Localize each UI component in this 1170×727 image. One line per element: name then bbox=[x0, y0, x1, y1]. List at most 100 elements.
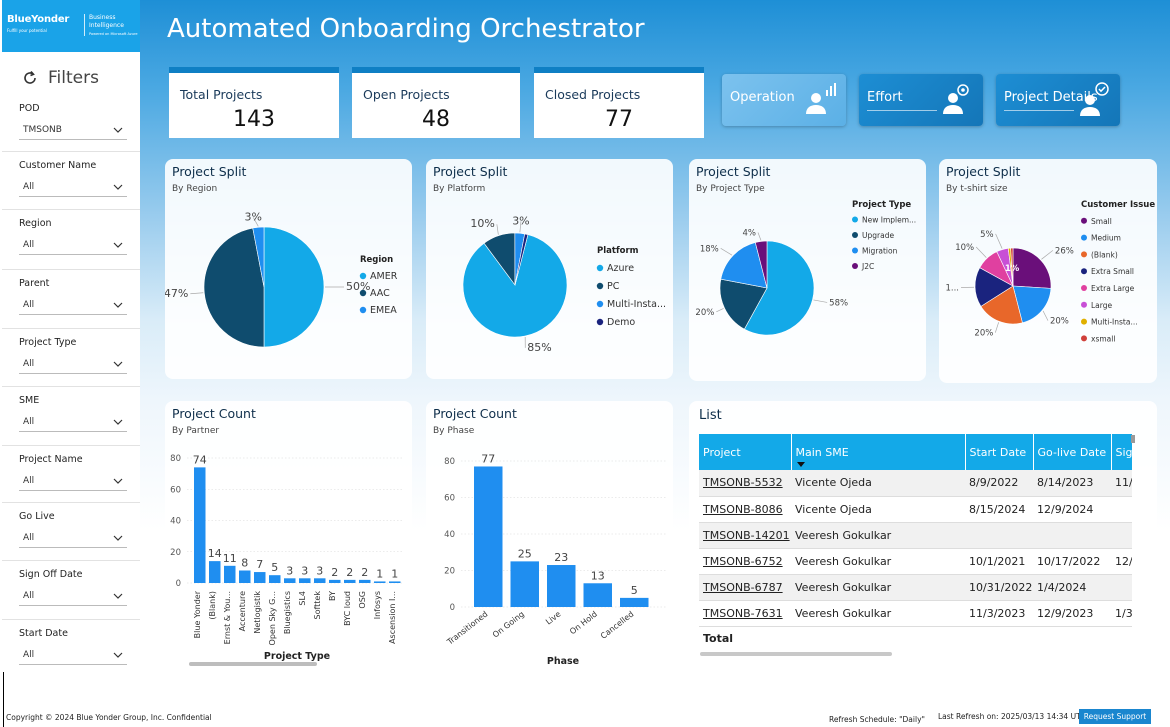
project-link[interactable]: TMSONB-6752 bbox=[699, 548, 791, 575]
bar[interactable] bbox=[284, 578, 296, 583]
filter-dropdown[interactable]: TMSONB bbox=[19, 122, 127, 140]
project-link[interactable]: TMSONB-6787 bbox=[699, 574, 791, 601]
filter-value: TMSONB bbox=[23, 125, 62, 135]
legend-title: Region bbox=[360, 255, 393, 265]
pie-slice[interactable] bbox=[1012, 247, 1052, 289]
column-header[interactable]: Go-live Date bbox=[1033, 434, 1112, 470]
pie-slice[interactable] bbox=[1010, 247, 1014, 287]
bar[interactable] bbox=[194, 467, 206, 583]
y-tick-label: 40 bbox=[170, 517, 181, 527]
bar[interactable] bbox=[299, 578, 311, 583]
data-label: 25 bbox=[518, 547, 532, 560]
chart-title: Project Count bbox=[433, 406, 517, 421]
legend-item: Extra Small bbox=[1091, 267, 1134, 276]
bar[interactable] bbox=[329, 579, 341, 583]
pie-slice[interactable] bbox=[719, 278, 768, 330]
legend-item: Migration bbox=[862, 247, 898, 256]
filter-start-date: Start Date All bbox=[19, 628, 127, 665]
legend-item: (Blank) bbox=[1091, 250, 1118, 259]
column-header[interactable]: Start Date bbox=[965, 434, 1034, 470]
bar[interactable] bbox=[344, 579, 356, 583]
bar[interactable] bbox=[254, 572, 266, 583]
logo-product: Business Intelligence bbox=[89, 14, 124, 30]
project-details-button[interactable]: Project Details bbox=[996, 74, 1120, 126]
project-link[interactable]: TMSONB-7631 bbox=[699, 600, 791, 627]
filter-dropdown[interactable]: All bbox=[19, 647, 127, 665]
table-row[interactable]: TMSONB-5532 Vicente Ojeda 8/9/2022 8/14/202… bbox=[699, 470, 1132, 497]
label-leader bbox=[1041, 250, 1054, 260]
bar[interactable] bbox=[547, 565, 576, 607]
filter-dropdown[interactable]: All bbox=[19, 530, 127, 548]
filter-dropdown[interactable]: All bbox=[19, 237, 127, 255]
bar[interactable] bbox=[314, 578, 326, 583]
bar[interactable] bbox=[359, 579, 371, 583]
bar-chart-phase: 0 20 40 60 80 77 Transitioned 25 On Going 23 Live 1… bbox=[444, 452, 666, 667]
pie-slice[interactable] bbox=[743, 240, 815, 336]
filter-dropdown[interactable]: All bbox=[19, 179, 127, 197]
chevron-down-icon bbox=[113, 419, 123, 425]
bar[interactable] bbox=[474, 466, 503, 607]
refresh-icon[interactable] bbox=[22, 70, 38, 86]
table-row[interactable]: TMSONB-6752 Veeresh Gokulkar 10/1/2021 10/1… bbox=[699, 548, 1132, 575]
data-label: 3 bbox=[316, 564, 323, 577]
table-row[interactable]: TMSONB-8086 Vicente Ojeda 8/15/2024 12/9/20… bbox=[699, 496, 1132, 523]
operation-button[interactable]: Operation bbox=[722, 74, 846, 126]
legend-swatch bbox=[1081, 217, 1087, 224]
bar[interactable] bbox=[389, 581, 401, 583]
footer-divider bbox=[3, 672, 4, 727]
table-row[interactable]: TMSONB-6787 Veeresh Gokulkar 10/31/2022 1/4… bbox=[699, 574, 1132, 601]
filter-dropdown[interactable]: All bbox=[19, 356, 127, 374]
card-count-partner: Project Count By Partner 0 20 40 60 80 74 Blue… bbox=[165, 401, 412, 671]
filter-dropdown[interactable]: All bbox=[19, 473, 127, 491]
chevron-down-icon bbox=[113, 535, 123, 541]
request-support-button[interactable]: Request Support bbox=[1079, 709, 1151, 724]
table-cell bbox=[1111, 496, 1132, 523]
filter-dropdown[interactable]: All bbox=[19, 414, 127, 432]
vertical-scrollbar[interactable] bbox=[1131, 435, 1135, 443]
pie-slice[interactable] bbox=[252, 226, 265, 288]
bar[interactable] bbox=[224, 565, 236, 583]
bar[interactable] bbox=[620, 597, 649, 607]
bar[interactable] bbox=[239, 570, 251, 584]
horizontal-scrollbar[interactable] bbox=[700, 652, 892, 656]
pie-chart-region: 50% 47% 3% Region AMER AAC EMEA bbox=[165, 210, 398, 348]
column-header[interactable]: Main SME bbox=[791, 434, 966, 470]
bar[interactable] bbox=[510, 561, 540, 607]
bar[interactable] bbox=[269, 575, 281, 583]
bar[interactable] bbox=[209, 561, 221, 583]
pie-slice[interactable] bbox=[980, 285, 1023, 325]
table-row[interactable]: TMSONB-7631 Veeresh Gokulkar 11/3/2023 12/9… bbox=[699, 600, 1132, 627]
effort-button[interactable]: Effort bbox=[859, 74, 983, 126]
data-label: 2 bbox=[361, 566, 368, 579]
data-label: 1 bbox=[391, 567, 398, 580]
pie-slice[interactable] bbox=[263, 226, 325, 348]
pie-slice[interactable] bbox=[1012, 285, 1052, 324]
project-link[interactable]: TMSONB-14201 bbox=[699, 522, 791, 549]
filter-dropdown[interactable]: All bbox=[19, 588, 127, 606]
pie-slice[interactable] bbox=[462, 234, 568, 338]
pie-slice[interactable] bbox=[203, 227, 265, 348]
column-header[interactable]: Project bbox=[699, 434, 792, 470]
pie-slice[interactable] bbox=[754, 240, 768, 289]
bar[interactable] bbox=[374, 581, 386, 583]
project-link[interactable]: TMSONB-5532 bbox=[699, 470, 791, 497]
pie-slice[interactable] bbox=[514, 233, 529, 286]
project-link[interactable]: TMSONB-8086 bbox=[699, 496, 791, 523]
sort-desc-icon[interactable] bbox=[796, 462, 805, 467]
x-tick-label: Live bbox=[544, 609, 562, 626]
kpi-label: Open Projects bbox=[363, 87, 450, 102]
pie-slice[interactable] bbox=[720, 242, 768, 289]
bar[interactable] bbox=[583, 583, 613, 607]
legend-item: xsmall bbox=[1091, 334, 1115, 343]
data-label: 1... bbox=[946, 284, 960, 294]
column-header[interactable]: Sig bbox=[1111, 434, 1133, 470]
chart-scrollbar[interactable] bbox=[189, 662, 317, 666]
legend-swatch bbox=[1081, 335, 1087, 342]
table-row[interactable]: TMSONB-14201 Veeresh Gokulkar bbox=[699, 522, 1132, 549]
chart-title: Project Split bbox=[172, 164, 247, 179]
filter-dropdown[interactable]: All bbox=[19, 297, 127, 315]
filter-parent: Parent All bbox=[19, 278, 127, 315]
data-label: 10% bbox=[955, 243, 974, 253]
filter-value: All bbox=[23, 359, 35, 369]
table-cell bbox=[1111, 574, 1132, 601]
